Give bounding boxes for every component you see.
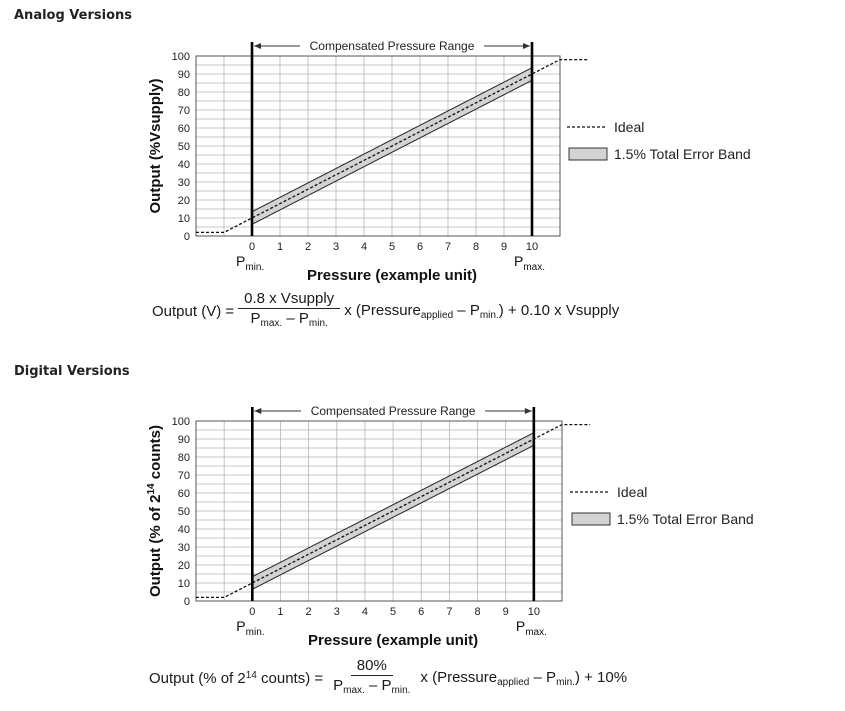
x-tick-label: 9 [503, 606, 509, 618]
x-tick-label: 5 [390, 606, 396, 618]
y-tick-label: 100 [172, 51, 190, 63]
legend-band-swatch [568, 147, 608, 161]
analog-formula-rhs: x (Pressureapplied – Pmin.) + 0.10 x Vsu… [344, 301, 620, 321]
y-tick-label: 40 [178, 524, 190, 536]
y-tick-label: 10 [178, 213, 190, 225]
analog-formula: Output (V) = 0.8 x Vsupply Pmax. – Pmin.… [152, 290, 619, 332]
digital-formula-rhs: x (Pressureapplied – Pmin.) + 10% [420, 668, 628, 688]
plot-frame [195, 55, 561, 237]
range-arrow-left [254, 43, 261, 49]
y-axis-title: Output (% of 214 counts) [146, 425, 164, 597]
analog-heading: Analog Versions [14, 8, 133, 23]
legend-ideal-label: Ideal [617, 484, 647, 500]
analog-formula-numerator: 0.8 x Vsupply [238, 290, 341, 309]
x-tick-label: 7 [445, 241, 451, 253]
digital-formula-lhs: Output (% of 214 counts) = [149, 669, 324, 687]
x-tick-label: 6 [418, 606, 424, 618]
digital-formula-denominator: Pmax. – Pmin. [333, 677, 411, 696]
y-tick-label: 100 [172, 416, 190, 428]
digital-heading: Digital Versions [14, 364, 130, 379]
range-label: Compensated Pressure Range [311, 404, 476, 418]
y-tick-label: 0 [184, 231, 190, 243]
legend-band-swatch [571, 512, 611, 526]
y-tick-label: 10 [178, 578, 190, 590]
x-tick-label: 5 [389, 241, 395, 253]
y-tick-label: 50 [178, 506, 190, 518]
range-arrow-left [254, 408, 262, 414]
range-label-bg [301, 404, 486, 418]
y-tick-label: 60 [178, 123, 190, 135]
range-label: Compensated Pressure Range [310, 39, 475, 53]
x-tick-label: 7 [446, 606, 452, 618]
y-tick-label: 80 [178, 87, 190, 99]
ideal-line [196, 58, 588, 234]
x-tick-label: 4 [361, 241, 367, 253]
analog-formula-lhs: Output (V) = [152, 302, 235, 320]
x-tick-label: 4 [362, 606, 368, 618]
analog-chart: Compensated Pressure Range01020304050607… [147, 39, 751, 284]
pmin-label: Pmin. [236, 618, 264, 638]
x-tick-label: 6 [417, 241, 423, 253]
digital-formula-fraction: 80% Pmax. – Pmin. [327, 657, 416, 699]
x-tick-label: 9 [501, 241, 507, 253]
x-tick-label: 10 [526, 241, 538, 253]
x-tick-label: 8 [474, 606, 480, 618]
range-arrow-right [524, 408, 532, 414]
y-tick-label: 60 [178, 488, 190, 500]
y-axis-title: Output (%Vsupply) [147, 79, 164, 214]
pmax-label: Pmax. [516, 618, 547, 638]
x-tick-label: 2 [305, 241, 311, 253]
digital-formula: Output (% of 214 counts) = 80% Pmax. – P… [149, 657, 627, 699]
y-tick-label: 90 [178, 69, 190, 81]
y-tick-label: 30 [178, 542, 190, 554]
range-arrow-right [523, 43, 530, 49]
pmax-label: Pmax. [514, 253, 545, 273]
y-tick-label: 20 [178, 560, 190, 572]
y-tick-label: 40 [178, 159, 190, 171]
plot-frame [195, 420, 563, 602]
x-tick-label: 3 [334, 606, 340, 618]
x-tick-label: 10 [528, 606, 540, 618]
legend-band-label: 1.5% Total Error Band [614, 146, 751, 162]
y-tick-label: 70 [178, 470, 190, 482]
analog-formula-denominator: Pmax. – Pmin. [250, 310, 328, 329]
x-tick-label: 8 [473, 241, 479, 253]
y-tick-label: 80 [178, 452, 190, 464]
legend-band-label: 1.5% Total Error Band [617, 511, 754, 527]
digital-chart: Compensated Pressure Range01020304050607… [146, 404, 754, 649]
pmin-label: Pmin. [236, 253, 264, 273]
y-tick-label: 20 [178, 195, 190, 207]
x-tick-label: 0 [249, 606, 255, 618]
analog-formula-fraction: 0.8 x Vsupply Pmax. – Pmin. [238, 290, 341, 332]
x-tick-label: 0 [249, 241, 255, 253]
ideal-line [196, 423, 591, 599]
y-tick-label: 50 [178, 141, 190, 153]
digital-formula-numerator: 80% [350, 657, 393, 676]
x-axis-title: Pressure (example unit) [307, 267, 477, 284]
legend-ideal-label: Ideal [614, 119, 644, 135]
x-tick-label: 3 [333, 241, 339, 253]
y-tick-label: 70 [178, 105, 190, 117]
range-label-bg [300, 39, 484, 53]
y-tick-label: 90 [178, 434, 190, 446]
x-tick-label: 2 [306, 606, 312, 618]
x-axis-title: Pressure (example unit) [308, 632, 478, 649]
x-tick-label: 1 [277, 241, 283, 253]
x-tick-label: 1 [277, 606, 283, 618]
y-tick-label: 30 [178, 177, 190, 189]
y-tick-label: 0 [184, 596, 190, 608]
